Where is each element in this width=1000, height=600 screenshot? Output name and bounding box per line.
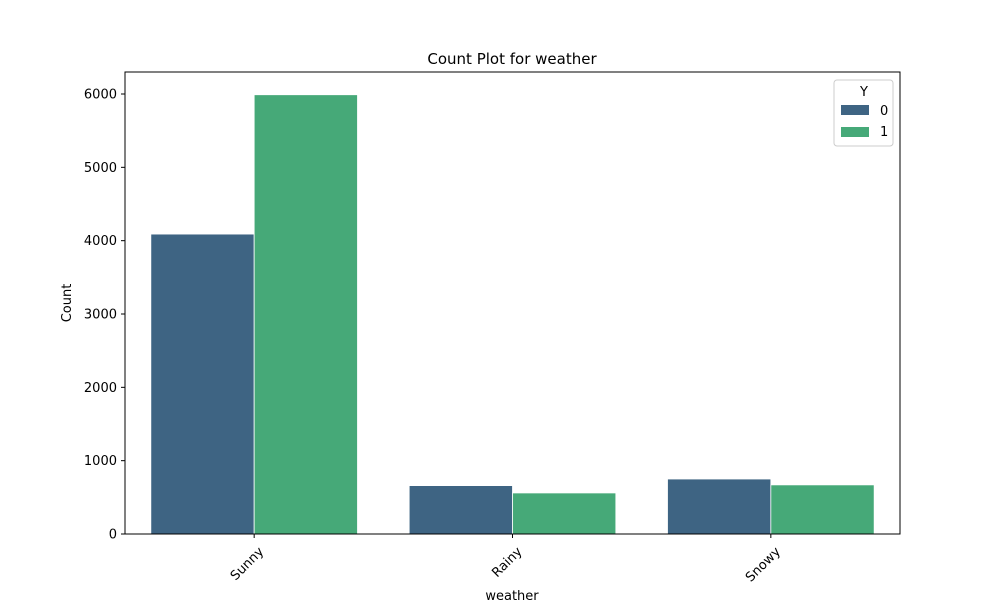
x-tick-label-sunny: Sunny xyxy=(228,544,268,584)
bar-sunny-series-0 xyxy=(150,233,255,535)
y-tick-label: 1000 xyxy=(84,454,117,469)
legend-title: Y xyxy=(859,85,868,100)
y-axis-label: Count xyxy=(60,284,75,323)
bar-snowy-series-0 xyxy=(667,478,772,535)
y-tick-label: 4000 xyxy=(84,234,117,249)
legend-label-1: 1 xyxy=(880,125,888,140)
legend-swatch-0 xyxy=(841,105,869,115)
plot-area-frame xyxy=(124,71,901,535)
y-ticks: 0 1000 2000 3000 4000 5000 6000 xyxy=(84,88,125,543)
x-ticks: Sunny Rainy Snowy xyxy=(228,534,784,585)
bar-snowy-series-1 xyxy=(770,484,875,535)
y-tick-label: 6000 xyxy=(84,88,117,103)
bars-layer xyxy=(150,94,875,535)
legend-label-0: 0 xyxy=(880,104,888,119)
legend-swatch-1 xyxy=(841,127,869,137)
bar-rainy-series-0 xyxy=(408,485,513,535)
bar-rainy-series-1 xyxy=(512,492,617,535)
bar-sunny-series-1 xyxy=(253,94,358,535)
y-tick-label: 0 xyxy=(109,528,117,543)
y-tick-label: 2000 xyxy=(84,381,117,396)
x-tick-label-rainy: Rainy xyxy=(489,544,525,580)
y-tick-label: 5000 xyxy=(84,161,117,176)
legend: Y 0 1 xyxy=(833,79,894,147)
x-tick-label-snowy: Snowy xyxy=(743,544,784,585)
x-axis-label: weather xyxy=(485,589,539,600)
chart-title: Count Plot for weather xyxy=(427,50,597,68)
y-tick-label: 3000 xyxy=(84,308,117,323)
